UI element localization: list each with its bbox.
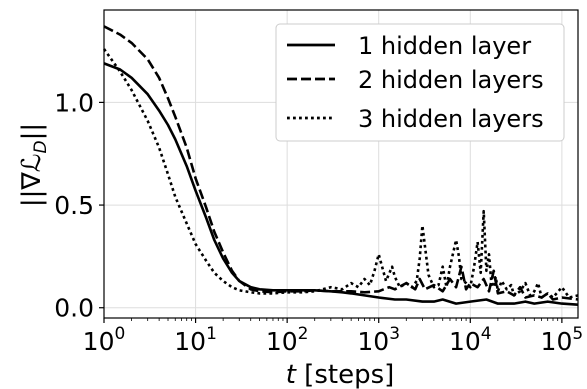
x-tick-label: 103 [357,324,400,356]
series-line-3 [102,48,579,299]
y-axis-label: ||∇ℒD|| [17,123,51,207]
series-line-2 [103,25,579,301]
plot-frame [103,9,579,319]
y-axis-label-script-l: ℒ [17,153,47,172]
x-axis-label: t [steps] [286,360,395,389]
y-tick-label: 0.5 [54,191,94,220]
x-tick-label: 104 [449,324,492,356]
legend-label-series-2: 2 hidden layers [358,66,544,94]
legend-label-series-1: 1 hidden layer [358,32,531,60]
y-axis-label-subscript: D [31,140,51,153]
x-tick-label: 100 [83,324,126,356]
series-lines [102,25,579,306]
legend-box [275,23,565,142]
y-tick-label: 1.0 [54,88,94,117]
x-axis-label-unit: [steps] [296,360,394,389]
y-axis-label-bars-left: ||∇ [17,172,47,208]
x-tick-label: 105 [541,324,584,356]
x-tick-label: 101 [174,324,217,356]
y-tick-label: 0.0 [54,294,94,323]
axis-ticks: 100 101 102 103 104 105 0.0 0.5 1.0 [54,88,583,356]
x-axis-label-variable: t [286,360,297,389]
y-axis-label-bars-right: || [17,123,47,141]
legend: 1 hidden layer 2 hidden layers 3 hidden … [275,23,565,142]
legend-label-series-3: 3 hidden layers [358,105,544,133]
x-tick-label: 102 [266,324,309,356]
